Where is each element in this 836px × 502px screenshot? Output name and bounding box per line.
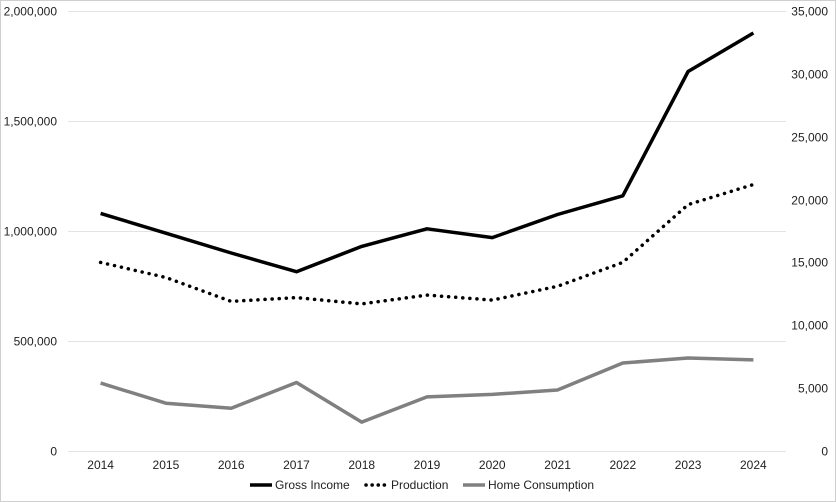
- legend-label-production: Production: [391, 478, 448, 492]
- x-tick-label: 2022: [609, 458, 636, 472]
- right-y-tick-label: 15,000: [791, 256, 828, 270]
- x-tick-label: 2015: [153, 458, 180, 472]
- left-y-tick-label: 0: [50, 445, 57, 459]
- legend-label-gross-income: Gross Income: [275, 478, 350, 492]
- right-y-tick-label: 25,000: [791, 131, 828, 145]
- x-tick-label: 2020: [479, 458, 506, 472]
- x-tick-label: 2018: [348, 458, 375, 472]
- x-tick-label: 2021: [544, 458, 571, 472]
- x-tick-label: 2017: [283, 458, 310, 472]
- x-tick-label: 2019: [414, 458, 441, 472]
- left-y-tick-label: 500,000: [14, 335, 58, 349]
- gridlines: [68, 11, 786, 452]
- x-tick-label: 2014: [87, 458, 114, 472]
- right-y-tick-label: 30,000: [791, 68, 828, 82]
- x-axis: 2014 2015 2016 2017 2018 2019 2020 2021 2022 2023…: [87, 458, 767, 472]
- x-tick-label: 2024: [740, 458, 767, 472]
- legend-label-home-consumption: Home Consumption: [488, 478, 594, 492]
- x-tick-label: 2016: [218, 458, 245, 472]
- legend: Gross Income Production Home Consumption: [250, 478, 594, 492]
- series-line-gross-income: [100, 31, 755, 274]
- series-line-production: [98, 182, 756, 306]
- right-y-tick-label: 0: [821, 445, 828, 459]
- series-line-home-consumption: [100, 356, 754, 424]
- left-y-tick-label: 2,000,000: [4, 5, 58, 19]
- right-y-axis: 0 5,000 10,000 15,000 20,000 25,000 30,000 35,0…: [791, 5, 828, 459]
- x-tick-label: 2023: [675, 458, 702, 472]
- right-y-tick-label: 35,000: [791, 5, 828, 19]
- right-y-tick-label: 10,000: [791, 319, 828, 333]
- series-lines: [98, 31, 756, 424]
- right-y-tick-label: 5,000: [798, 382, 828, 396]
- left-y-tick-label: 1,500,000: [4, 115, 58, 129]
- right-y-tick-label: 20,000: [791, 194, 828, 208]
- left-y-tick-label: 1,000,000: [4, 225, 58, 239]
- left-y-axis: 0 500,000 1,000,000 1,500,000 2,000,000: [4, 5, 58, 459]
